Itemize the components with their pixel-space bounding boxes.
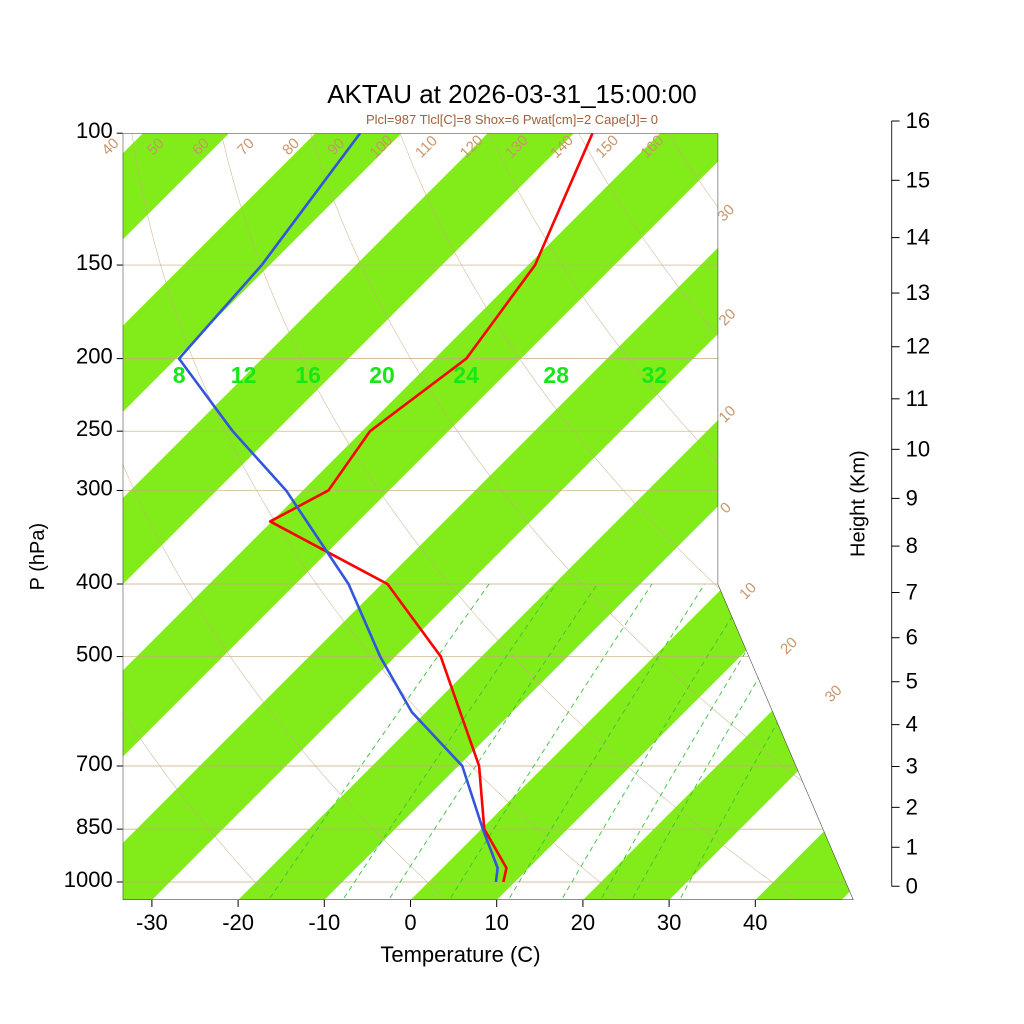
svg-text:400: 400 (76, 569, 113, 594)
svg-text:P (hPa): P (hPa) (27, 523, 49, 590)
svg-text:13: 13 (906, 280, 930, 305)
svg-text:1: 1 (906, 834, 918, 859)
svg-text:14: 14 (906, 225, 930, 250)
svg-text:8: 8 (906, 533, 918, 558)
svg-text:11: 11 (906, 386, 929, 411)
svg-text:250: 250 (76, 416, 113, 441)
svg-text:30: 30 (657, 910, 681, 935)
svg-text:5: 5 (906, 669, 918, 694)
svg-text:-20: -20 (222, 910, 254, 935)
svg-text:3: 3 (906, 753, 918, 778)
svg-text:200: 200 (76, 344, 113, 369)
svg-text:32: 32 (642, 362, 668, 388)
svg-text:2: 2 (906, 794, 918, 819)
svg-text:-30: -30 (136, 910, 168, 935)
svg-text:6: 6 (906, 625, 918, 650)
svg-text:-10: -10 (308, 910, 340, 935)
svg-text:15: 15 (906, 167, 930, 192)
svg-text:Plcl=987 Tlcl[C]=8 Shox=6 Pwat: Plcl=987 Tlcl[C]=8 Shox=6 Pwat[cm]=2 Cap… (366, 112, 658, 127)
svg-text:500: 500 (76, 642, 113, 667)
svg-text:Height (Km): Height (Km) (848, 450, 870, 557)
svg-text:1000: 1000 (64, 867, 113, 892)
svg-text:850: 850 (76, 814, 113, 839)
svg-text:16: 16 (906, 108, 930, 133)
svg-text:Temperature (C): Temperature (C) (380, 942, 540, 967)
svg-text:12: 12 (231, 362, 257, 388)
svg-text:40: 40 (743, 910, 767, 935)
svg-text:7: 7 (906, 580, 918, 605)
svg-text:12: 12 (906, 334, 930, 359)
svg-text:20: 20 (571, 910, 595, 935)
svg-text:28: 28 (543, 362, 569, 388)
svg-text:150: 150 (76, 250, 113, 275)
svg-text:9: 9 (906, 485, 918, 510)
svg-text:0: 0 (404, 910, 416, 935)
svg-text:4: 4 (906, 712, 918, 737)
svg-text:100: 100 (76, 118, 113, 143)
svg-text:700: 700 (76, 751, 113, 776)
svg-text:0: 0 (906, 873, 918, 898)
svg-text:AKTAU at 2026-03-31_15:00:00: AKTAU at 2026-03-31_15:00:00 (327, 79, 697, 109)
svg-text:300: 300 (76, 475, 113, 500)
svg-text:10: 10 (484, 910, 508, 935)
svg-text:10: 10 (906, 436, 930, 461)
svg-text:16: 16 (295, 362, 321, 388)
svg-text:20: 20 (369, 362, 395, 388)
